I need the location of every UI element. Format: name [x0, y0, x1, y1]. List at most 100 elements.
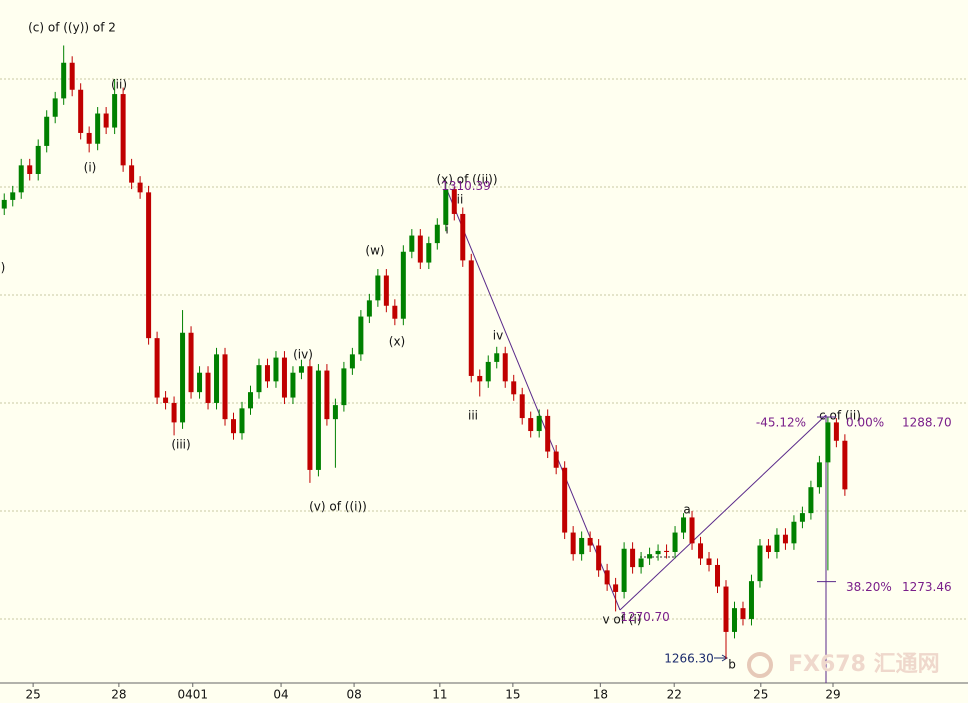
- candle-body: [349, 354, 355, 369]
- watermark-logo: [747, 652, 773, 678]
- fib-percent: 0.00%: [846, 415, 884, 429]
- wave-label: a: [683, 503, 690, 517]
- fib-percent: 38.20%: [846, 580, 892, 594]
- candle-body: [782, 534, 788, 544]
- candle-body: [197, 372, 203, 393]
- candle-body: [426, 243, 432, 263]
- wave-label: (w): [365, 244, 384, 258]
- candle-body: [239, 408, 245, 434]
- candle-body: [451, 189, 457, 214]
- candle-body: [52, 98, 58, 117]
- candle-body: [112, 94, 118, 128]
- candle-body: [740, 608, 746, 619]
- arrow-head: [721, 654, 728, 662]
- candle-body: [324, 370, 330, 420]
- candle-body: [731, 608, 737, 632]
- candle-body: [460, 213, 466, 261]
- candle-body: [86, 132, 92, 144]
- wave-label: i: [445, 223, 448, 237]
- candle-body: [842, 440, 848, 490]
- candle-body: [281, 357, 287, 398]
- candle-body: [791, 521, 797, 544]
- candle-body: [61, 62, 67, 99]
- candle-body: [511, 381, 517, 395]
- candle-body: [409, 235, 415, 252]
- candle-body: [604, 570, 610, 585]
- candle-body: [358, 316, 364, 355]
- wave-label: c of (ii): [819, 409, 861, 423]
- candle-body: [808, 487, 814, 514]
- candle-body: [400, 251, 406, 319]
- candle-body: [485, 361, 491, 382]
- wave-label: (i): [84, 161, 97, 175]
- candle-body: [315, 370, 321, 470]
- candle-body: [774, 534, 780, 552]
- watermark: FX678 汇通网: [788, 652, 940, 677]
- candle-body: [10, 192, 16, 200]
- candle-body: [715, 564, 721, 587]
- candle-body: [630, 548, 636, 568]
- candle-body: [477, 375, 483, 382]
- candle-body: [44, 116, 50, 146]
- candle-body: [613, 584, 619, 592]
- candle-body: [120, 94, 126, 166]
- candle-body: [757, 545, 763, 582]
- candle-body: [1, 199, 7, 209]
- candle-body: [799, 513, 805, 522]
- x-tick-label: 08: [346, 688, 361, 702]
- candle-body: [247, 392, 253, 409]
- x-tick-label: 22: [667, 688, 682, 702]
- x-tick-label: 04: [273, 688, 288, 702]
- wave-label: (x): [389, 335, 405, 349]
- candle-body: [647, 554, 653, 559]
- wave-label: (iii): [171, 438, 190, 452]
- candle-body: [27, 165, 33, 174]
- candle-body: [748, 581, 754, 619]
- candle-body: [332, 405, 338, 420]
- candle-body: [188, 332, 194, 393]
- wave-label: (iv): [293, 348, 313, 362]
- candle-body: [621, 548, 627, 592]
- wave-label: (x) of ((ii)): [436, 173, 497, 187]
- candle-body: [681, 517, 687, 533]
- candle-body: [18, 165, 24, 193]
- candle-body: [273, 357, 279, 382]
- candle-body: [231, 419, 237, 434]
- candle-body: [392, 305, 398, 319]
- wave-label: (ii): [111, 78, 127, 92]
- candle-body: [545, 415, 551, 452]
- wave-label: ): [1, 261, 6, 275]
- candle-body: [689, 517, 695, 544]
- wave-label: ii: [457, 193, 464, 207]
- wave-label: (c) of ((y)) of 2: [28, 21, 116, 35]
- candle-body: [596, 545, 602, 571]
- candle-body: [154, 338, 160, 398]
- candle-body: [222, 354, 228, 420]
- wave-label: iii: [468, 409, 478, 423]
- x-tick-label: 18: [593, 688, 608, 702]
- candle-body: [816, 462, 822, 488]
- price-label: 1310.39: [441, 179, 491, 193]
- candle-body: [443, 189, 449, 225]
- candle-body: [78, 89, 84, 133]
- candle-body: [366, 300, 372, 317]
- candle-body: [171, 402, 177, 423]
- wave-label: b: [728, 658, 736, 672]
- candle-body: [536, 415, 542, 432]
- candle-body: [307, 366, 313, 470]
- x-tick-label: 15: [505, 688, 520, 702]
- trend-line: [619, 414, 827, 611]
- candle-body: [434, 224, 440, 244]
- candle-body: [205, 372, 211, 403]
- wave-label: (v) of ((i)): [309, 500, 367, 514]
- candle-body: [562, 467, 568, 533]
- price-label: 1266.30: [664, 651, 714, 665]
- wave-label: iv: [493, 329, 503, 343]
- candle-body: [706, 558, 712, 565]
- candle-body: [587, 537, 593, 546]
- candle-body: [290, 372, 296, 398]
- candle-body: [468, 260, 474, 376]
- candle-body: [519, 394, 525, 419]
